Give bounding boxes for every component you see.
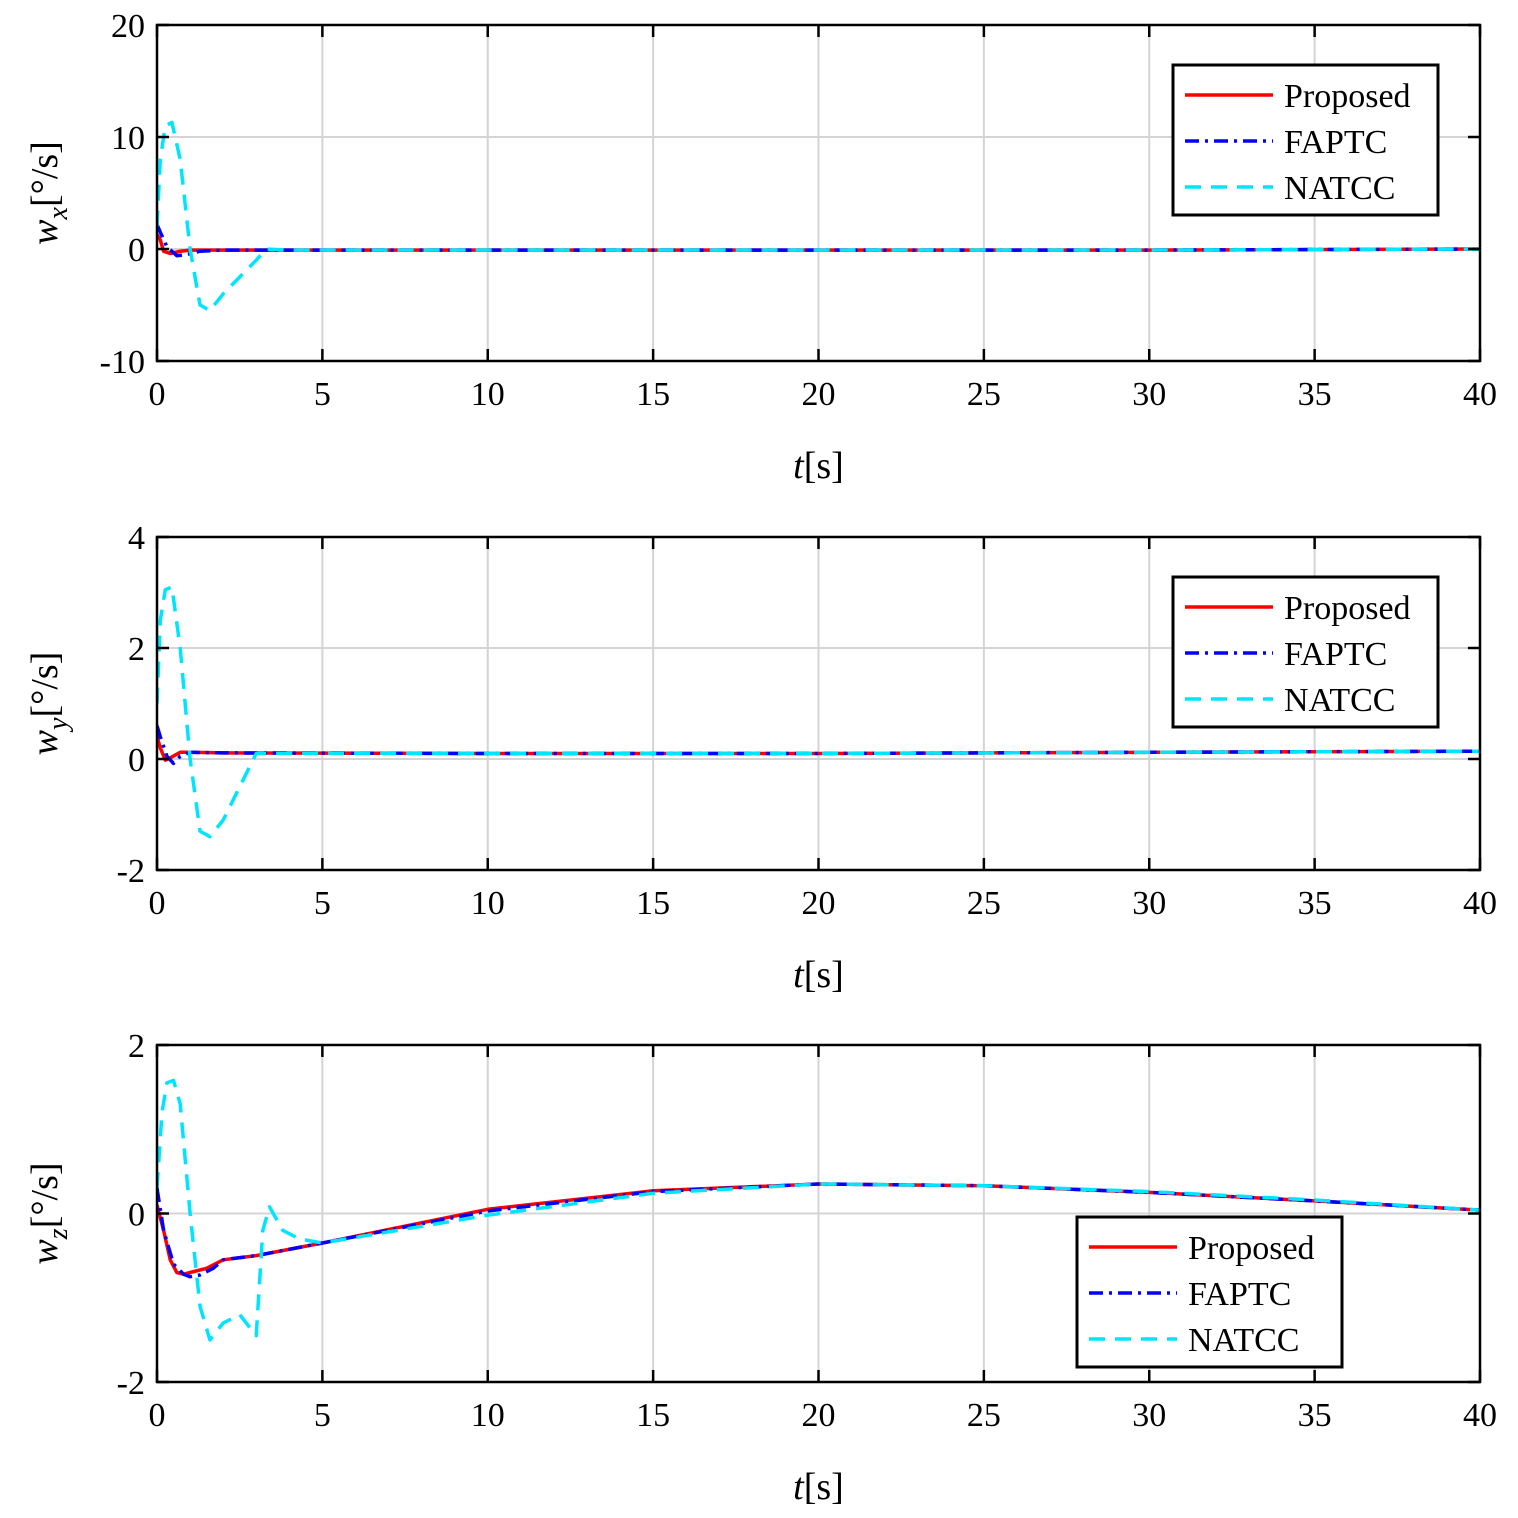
x-tick-label: 5 [314,1397,331,1434]
y-axis-label: wy[°/s] [24,652,74,756]
panel-z: 0 5 10 15 20 25 30 35 40-202t[s]wz[°/s]ProposedF… [24,1028,1497,1508]
legend: Proposed FAPTC NATCC [1171,63,1440,217]
legend: Proposed FAPTC NATCC [1171,575,1440,729]
y-tick-label: 10 [111,120,145,157]
y-tick-label: -2 [117,853,145,890]
x-tick-label: 35 [1298,885,1332,922]
x-axis-label: t[s] [793,1466,844,1508]
x-tick-label: 10 [471,1397,505,1434]
x-tick-label: 5 [314,376,331,413]
x-tick-label: 10 [471,885,505,922]
x-tick-label: 20 [802,885,836,922]
legend-label-proposed: Proposed [1284,78,1411,115]
x-tick-label: 0 [149,885,166,922]
x-tick-label: 15 [636,885,670,922]
x-tick-label: 10 [471,376,505,413]
y-tick-label: 20 [111,8,145,45]
x-tick-label: 25 [967,885,1001,922]
x-tick-label: 15 [636,1397,670,1434]
x-tick-label: 15 [636,376,670,413]
legend-label-faptc: FAPTC [1188,1276,1291,1313]
series-line-natcc [157,585,1480,839]
x-tick-label: 0 [149,376,166,413]
x-tick-label: 20 [802,376,836,413]
x-axis-label: t[s] [793,445,844,487]
y-tick-label: -10 [100,344,145,381]
legend-label-proposed: Proposed [1284,590,1411,627]
legend-label-proposed: Proposed [1188,1230,1315,1267]
y-tick-label: 0 [128,232,145,269]
x-tick-label: 30 [1132,1397,1166,1434]
x-tick-label: 25 [967,1397,1001,1434]
y-tick-label: 2 [128,1028,145,1065]
x-tick-label: 35 [1298,1397,1332,1434]
panel-x: 0 5 10 15 20 25 30 35 40-1001020t[s]wx[°/s]Propo… [24,8,1497,487]
series-line-natcc [157,1078,1480,1342]
legend: Proposed FAPTC NATCC [1075,1215,1344,1369]
y-axis-label: wx[°/s] [24,141,74,245]
x-tick-label: 40 [1463,885,1497,922]
x-tick-label: 30 [1132,885,1166,922]
y-tick-label: 4 [128,520,145,557]
x-tick-label: 30 [1132,376,1166,413]
x-tick-label: 0 [149,1397,166,1434]
x-tick-label: 40 [1463,1397,1497,1434]
x-tick-label: 35 [1298,376,1332,413]
x-tick-label: 40 [1463,376,1497,413]
legend-label-faptc: FAPTC [1284,124,1387,161]
y-tick-label: 0 [128,1197,145,1234]
legend-label-natcc: NATCC [1188,1322,1299,1359]
legend-label-natcc: NATCC [1284,170,1395,207]
series-line-natcc [157,120,1480,313]
legend-label-faptc: FAPTC [1284,636,1387,673]
y-tick-label: 2 [128,631,145,668]
x-axis-label: t[s] [793,954,844,996]
x-tick-label: 25 [967,376,1001,413]
x-tick-label: 20 [802,1397,836,1434]
panel-y: 0 5 10 15 20 25 30 35 40-2024t[s]wy[°/s]Proposed… [24,520,1497,996]
y-tick-label: -2 [117,1365,145,1402]
y-tick-label: 0 [128,742,145,779]
y-axis-label: wz[°/s] [24,1162,74,1264]
legend-label-natcc: NATCC [1284,682,1395,719]
x-tick-label: 5 [314,885,331,922]
